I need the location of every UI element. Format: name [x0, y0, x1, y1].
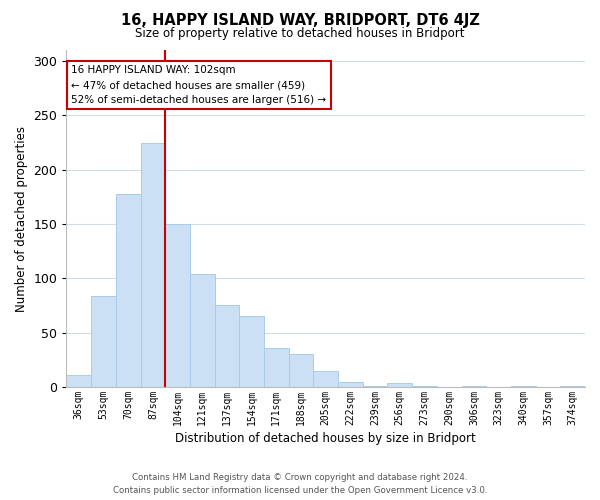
Bar	[511, 386, 536, 387]
Text: 16 HAPPY ISLAND WAY: 102sqm
← 47% of detached houses are smaller (459)
52% of se: 16 HAPPY ISLAND WAY: 102sqm ← 47% of det…	[71, 65, 326, 105]
Bar	[67, 375, 91, 387]
Bar	[264, 348, 289, 387]
Text: Size of property relative to detached houses in Bridport: Size of property relative to detached ho…	[135, 28, 465, 40]
Bar	[140, 144, 165, 387]
Bar	[363, 386, 388, 387]
Bar	[289, 354, 313, 387]
Bar	[388, 382, 412, 387]
X-axis label: Distribution of detached houses by size in Bridport: Distribution of detached houses by size …	[175, 432, 476, 445]
Bar	[215, 306, 239, 387]
Bar	[239, 316, 264, 387]
Y-axis label: Number of detached properties: Number of detached properties	[15, 126, 28, 312]
Bar	[165, 224, 190, 387]
Text: 16, HAPPY ISLAND WAY, BRIDPORT, DT6 4JZ: 16, HAPPY ISLAND WAY, BRIDPORT, DT6 4JZ	[121, 12, 479, 28]
Bar	[560, 386, 585, 387]
Bar	[190, 274, 215, 387]
Bar	[91, 296, 116, 387]
Bar	[116, 194, 140, 387]
Bar	[461, 386, 486, 387]
Bar	[338, 382, 363, 387]
Bar	[313, 370, 338, 387]
Text: Contains HM Land Registry data © Crown copyright and database right 2024.
Contai: Contains HM Land Registry data © Crown c…	[113, 474, 487, 495]
Bar	[412, 386, 437, 387]
